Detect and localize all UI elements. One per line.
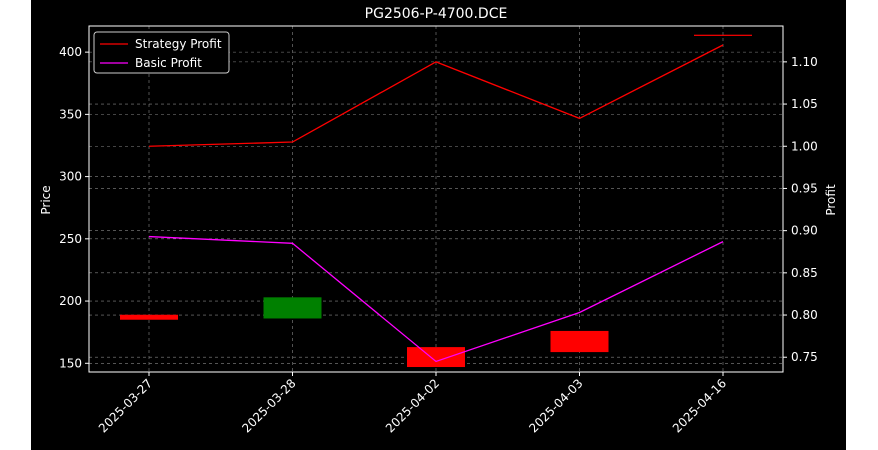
candle-2025-03-28 <box>263 297 322 319</box>
legend: Strategy Profit Basic Profit <box>93 31 230 74</box>
candlesticks <box>120 34 752 368</box>
legend-label-basic: Basic Profit <box>135 56 202 70</box>
y-tick-label: 150 <box>59 356 82 370</box>
x-tick-label: 2025-03-28 <box>239 376 298 435</box>
y2-tick-label: 1.10 <box>791 55 818 69</box>
y-tick-label: 400 <box>59 45 82 59</box>
y2-axis-title: Profit <box>824 184 838 216</box>
y-tick-label: 300 <box>59 170 82 184</box>
y-tick-label: 200 <box>59 294 82 308</box>
x-tick-label: 2025-04-16 <box>670 376 729 435</box>
legend-label-strategy: Strategy Profit <box>135 37 222 51</box>
x-tick-label: 2025-04-02 <box>383 376 442 435</box>
candle-2025-04-02 <box>407 347 465 368</box>
series-line-0 <box>148 44 724 147</box>
y2-tick-label: 1.00 <box>791 139 818 153</box>
y2-tick-label: 0.90 <box>791 224 818 238</box>
y2-tick-label: 0.75 <box>791 350 818 364</box>
y2-tick-label: 0.80 <box>791 308 818 322</box>
chart-title: PG2506-P-4700.DCE <box>365 6 508 22</box>
candle-2025-03-27 <box>120 314 178 320</box>
y2-tick-label: 0.95 <box>791 181 818 195</box>
grid <box>89 26 783 372</box>
y-tick-label: 350 <box>59 107 82 121</box>
y-tick-label: 250 <box>59 232 82 246</box>
candle-2025-04-03 <box>550 330 609 353</box>
candle-2025-04-16 <box>694 34 752 36</box>
series-line-1 <box>148 235 724 363</box>
y2-tick-label: 1.05 <box>791 97 818 111</box>
profit-lines <box>148 44 724 363</box>
x-tick-label: 2025-03-27 <box>96 376 155 435</box>
y2-axis-ticks: 0.75 0.80 0.85 0.90 0.95 1.00 1.05 1.10 <box>783 55 818 364</box>
figure-background <box>31 0 846 450</box>
x-tick-label: 2025-04-03 <box>526 376 585 435</box>
y2-tick-label: 0.85 <box>791 266 818 280</box>
y-axis-ticks: 150 200 250 300 350 400 <box>59 45 89 370</box>
x-axis-ticks: 2025-03-27 2025-03-28 2025-04-02 2025-04-03… <box>96 372 729 435</box>
y-axis-title: Price <box>39 185 53 214</box>
